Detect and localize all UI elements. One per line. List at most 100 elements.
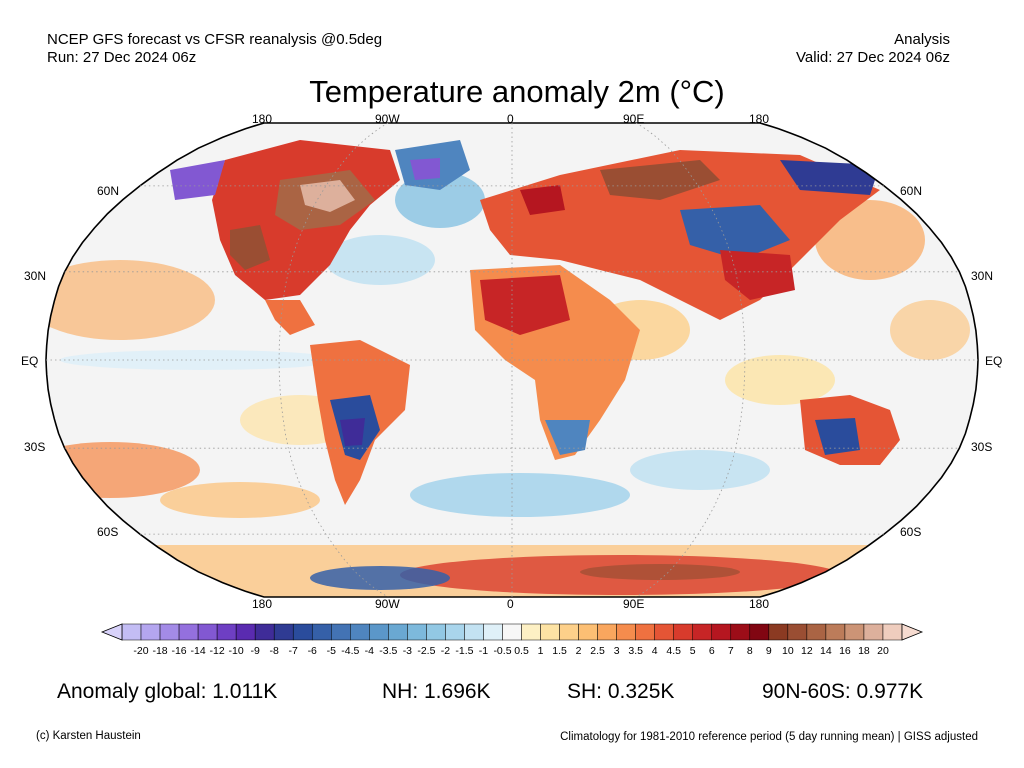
colorbar-swatch bbox=[654, 623, 674, 641]
colorbar-swatch bbox=[521, 623, 541, 641]
colorbar-tick-label: -8 bbox=[269, 645, 279, 657]
colorbar-tick-label: -0.5 bbox=[493, 645, 512, 657]
colorbar-swatch bbox=[216, 623, 237, 641]
lat-label-right-30n: 30N bbox=[971, 269, 994, 283]
colorbar-tick-label: 2.5 bbox=[590, 645, 605, 657]
colorbar-swatch bbox=[635, 623, 655, 641]
global-anomaly: Anomaly global: 1.011K bbox=[57, 680, 278, 703]
colorbar-swatch bbox=[578, 623, 598, 641]
lat-label-right-60n: 60N bbox=[900, 184, 923, 198]
lon-label-top-90e: 90E bbox=[623, 112, 645, 126]
colorbar-tick-label: 5 bbox=[689, 645, 696, 657]
map-title: Temperature anomaly 2m (°C) bbox=[309, 74, 725, 109]
colorbar-tick-label: -5 bbox=[326, 645, 336, 657]
lat-label-right-eq: EQ bbox=[985, 354, 1003, 368]
colorbar-swatch bbox=[235, 623, 256, 641]
colorbar-tick-label: 1.5 bbox=[552, 645, 567, 657]
colorbar-tick-label: -4.5 bbox=[341, 645, 360, 657]
colorbar-swatch bbox=[273, 623, 294, 641]
colorbar-tick-label: 3 bbox=[613, 645, 620, 657]
colorbar-swatch bbox=[483, 623, 503, 641]
lon-label-top-180w: 180 bbox=[252, 112, 273, 126]
colorbar-tick-label: 7 bbox=[727, 645, 734, 657]
colorbar-tick-label: -16 bbox=[171, 645, 187, 657]
colorbar-tick-label: -2 bbox=[440, 645, 451, 657]
colorbar-swatch bbox=[806, 623, 827, 641]
lat-label-left-eq: EQ bbox=[21, 354, 39, 368]
colorbar-swatch bbox=[692, 623, 712, 641]
valid-time: Valid: 27 Dec 2024 06z bbox=[796, 49, 950, 66]
colorbar-tick-label: -12 bbox=[209, 645, 225, 657]
colorbar-tick-label: -3.5 bbox=[379, 645, 398, 657]
colorbar-swatch bbox=[464, 623, 484, 641]
lon-label-top-180e: 180 bbox=[749, 112, 770, 126]
lat-label-right-30s: 30S bbox=[971, 440, 993, 454]
colorbar-tick-label: -10 bbox=[228, 645, 244, 657]
colorbar-swatch bbox=[559, 623, 579, 641]
colorbar-swatch bbox=[768, 623, 789, 641]
colorbar-tick-label: 9 bbox=[765, 645, 772, 657]
colorbar-tick-label: -2.5 bbox=[417, 645, 436, 657]
colorbar-tick-label: -3 bbox=[402, 645, 413, 657]
colorbar-swatch bbox=[407, 623, 427, 641]
copyright: (c) Karsten Haustein bbox=[36, 730, 141, 742]
colorbar-swatch bbox=[863, 623, 884, 641]
colorbar-swatch bbox=[388, 623, 408, 641]
lon-label-top-90w: 90W bbox=[375, 112, 400, 126]
lat-label-left-30n: 30N bbox=[24, 269, 47, 283]
lon-label-bottom-90w: 90W bbox=[375, 597, 400, 611]
colorbar-tick-label: -6 bbox=[307, 645, 317, 657]
colorbar-swatch bbox=[882, 623, 903, 641]
colorbar-tick-label: -1 bbox=[478, 645, 489, 657]
colorbar-swatch bbox=[825, 623, 846, 641]
colorbar-swatch bbox=[502, 623, 522, 641]
colorbar-swatch bbox=[350, 623, 370, 641]
colorbar-tick-label: -9 bbox=[250, 645, 260, 657]
colorbar-swatch bbox=[426, 623, 446, 641]
colorbar-swatch bbox=[254, 623, 275, 641]
colorbar-tick-label: 4 bbox=[651, 645, 658, 657]
colorbar-swatch bbox=[140, 623, 161, 641]
lat-label-left-60s: 60S bbox=[97, 525, 119, 539]
colorbar-swatch bbox=[787, 623, 808, 641]
lon-label-bottom-180w: 180 bbox=[252, 597, 273, 611]
nh-anomaly: NH: 1.696K bbox=[382, 680, 491, 703]
run-time: Run: 27 Dec 2024 06z bbox=[47, 49, 197, 66]
lon-label-bottom-180e: 180 bbox=[749, 597, 770, 611]
graticule-lines bbox=[46, 123, 978, 597]
lat-label-left-60n: 60N bbox=[97, 184, 120, 198]
colorbar-swatch bbox=[540, 623, 560, 641]
colorbar-tick-label: 2 bbox=[575, 645, 582, 657]
colorbar-swatch bbox=[445, 623, 465, 641]
colorbar-tick-label: 12 bbox=[801, 645, 813, 657]
colorbar-tick-label: 3.5 bbox=[628, 645, 643, 657]
map-boundary bbox=[45, 122, 979, 598]
colorbar-swatch bbox=[730, 623, 751, 641]
colorbar-tick-label: 8 bbox=[746, 645, 753, 657]
lat-label-left-30s: 30S bbox=[24, 440, 46, 454]
colorbar-swatch bbox=[597, 623, 617, 641]
lat-label-right-60s: 60S bbox=[900, 525, 922, 539]
colorbar-swatch bbox=[616, 623, 636, 641]
colorbar-tick-label: 14 bbox=[820, 645, 832, 657]
lon-label-bottom-0: 0 bbox=[507, 597, 514, 611]
colorbar-tick-label: 16 bbox=[839, 645, 851, 657]
colorbar-tick-label: -1.5 bbox=[455, 645, 474, 657]
lon-label-bottom-90e: 90E bbox=[623, 597, 645, 611]
colorbar-tick-label: -7 bbox=[288, 645, 298, 657]
colorbar-tick-label: 6 bbox=[708, 645, 715, 657]
colorbar-swatch bbox=[311, 623, 332, 641]
colorbar-tick-label: 0.5 bbox=[514, 645, 529, 657]
colorbar-tick-label: 20 bbox=[877, 645, 889, 657]
model-description: NCEP GFS forecast vs CFSR reanalysis @0.… bbox=[47, 31, 383, 48]
colorbar-swatch bbox=[369, 623, 389, 641]
colorbar-swatch bbox=[159, 623, 180, 641]
meridian-line bbox=[278, 123, 389, 597]
climatology-note: Climatology for 1981-2010 reference peri… bbox=[560, 731, 978, 743]
colorbar-over-arrow bbox=[901, 623, 924, 641]
colorbar-tick-label: -4 bbox=[364, 645, 374, 657]
meridian-line bbox=[635, 123, 746, 597]
arctic-anomaly: 90N-60S: 0.977K bbox=[762, 680, 924, 703]
